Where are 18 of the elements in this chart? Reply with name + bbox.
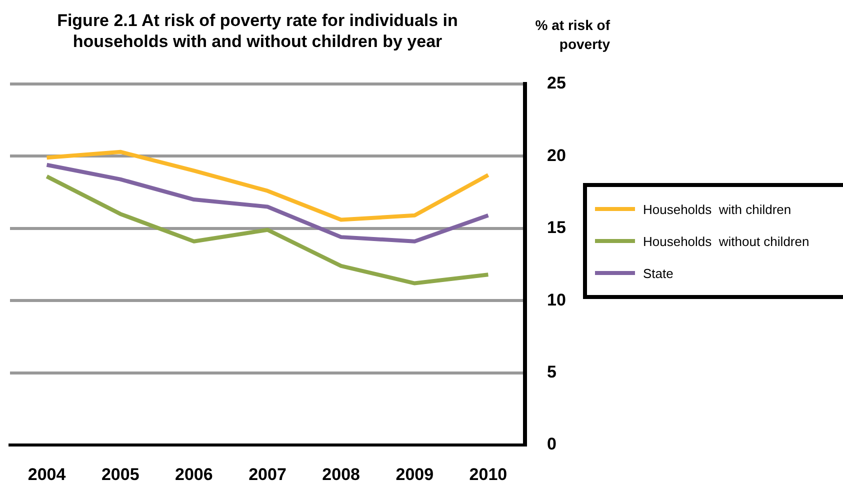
legend-label: Households with children <box>643 202 792 216</box>
legend-label: State <box>643 266 674 280</box>
x-tick-label: 2007 <box>248 464 286 484</box>
x-tick-label: 2010 <box>469 464 508 484</box>
x-tick-label: 2009 <box>396 464 434 484</box>
x-tick-label: 2006 <box>175 464 213 484</box>
y-axis-title: % at risk of poverty <box>534 16 610 54</box>
y-tick-label: 10 <box>547 290 566 310</box>
x-tick-label: 2008 <box>322 464 360 484</box>
y-tick-label: 5 <box>547 362 556 382</box>
legend-label: Households without children <box>643 234 810 248</box>
y-tick-label: 20 <box>547 146 566 165</box>
y-tick-label: 25 <box>547 74 566 93</box>
x-tick-label: 2004 <box>28 464 66 484</box>
chart-title: Figure 2.1 At risk of poverty rate for individuals in households with and without children by year <box>56 10 459 52</box>
x-tick-label: 2005 <box>101 464 140 484</box>
y-tick-label: 0 <box>547 434 556 454</box>
y-tick-label: 15 <box>547 218 566 238</box>
